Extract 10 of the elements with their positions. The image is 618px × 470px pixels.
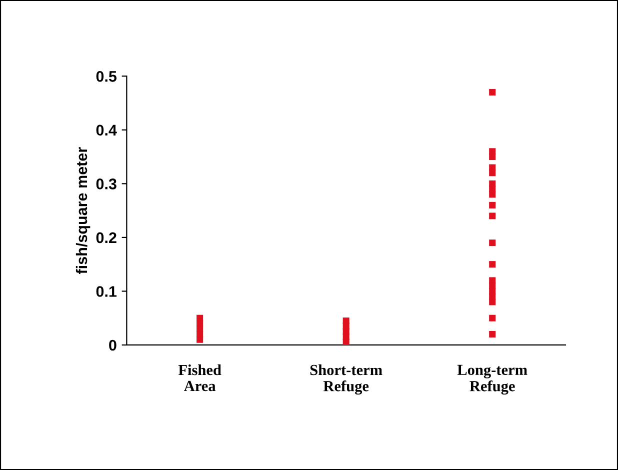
y-tick-label: 0.5 bbox=[96, 71, 117, 82]
x-tick-label: Short-term Refuge bbox=[310, 364, 382, 395]
y-tick-label: 0.2 bbox=[96, 232, 116, 244]
y-tick-label: 0.4 bbox=[96, 124, 117, 136]
y-tick-label: 0.1 bbox=[96, 286, 117, 297]
x-tick-label: Fished Area bbox=[178, 364, 222, 392]
y-axis-title: fish/square meter bbox=[76, 147, 90, 274]
y-tick-label: 0.3 bbox=[96, 178, 116, 190]
y-tick-label: 0 bbox=[109, 340, 116, 351]
x-tick-label: Long-term Refuge bbox=[457, 364, 528, 395]
